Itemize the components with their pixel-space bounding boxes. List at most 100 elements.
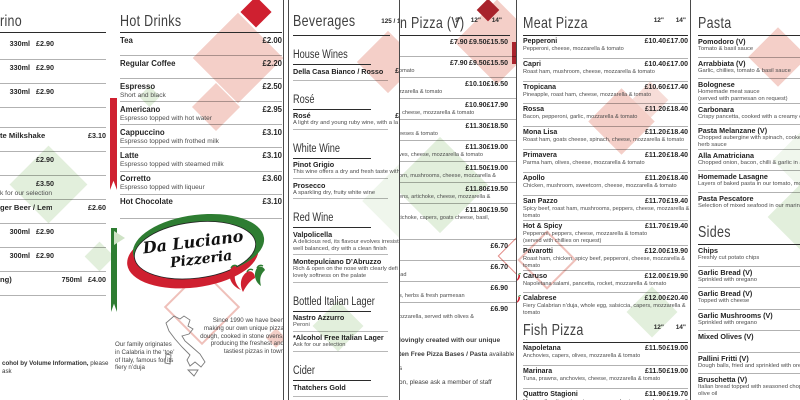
pizza-item-row: Primavera £11.20 £18.40 Parma ham, olive… bbox=[523, 148, 688, 172]
drink-row: te Milkshake £3.10 bbox=[0, 127, 106, 151]
green-ribbon-decoration bbox=[111, 228, 117, 312]
green-arrow-decoration bbox=[114, 231, 125, 245]
drink-row bbox=[0, 295, 106, 315]
panel-pasta-sides: Pasta Pomodoro (V) Tomato & basil sauce … bbox=[690, 0, 800, 400]
italy-map-icon bbox=[160, 314, 212, 380]
pizza-item-row: Pavarotti £12.00 £19.90 Roast ham, chick… bbox=[523, 244, 688, 270]
pizza-price-row: £7.90 £9.50 £15.50 omato bbox=[399, 56, 516, 77]
pizza-item-row: San Pazzo £11.70 £19.40 Spicy beef, roas… bbox=[523, 194, 689, 220]
hot-drink-row: Americano £2.95 Espresso topped with hot… bbox=[120, 101, 282, 124]
pizza-item-row: Pepperoni £10.40 £17.00 Pepperoni, chees… bbox=[523, 38, 688, 52]
alcohol-footnote: cohol by Volume Information, please ask bbox=[2, 360, 109, 375]
cider-section: Cider Thatchers Gold bbox=[293, 361, 399, 397]
beverage-item: Della Casa Bianco / Rosso £ bbox=[293, 65, 399, 81]
pasta-item-row: Homemade Lasagne Layers of baked pasta i… bbox=[698, 170, 800, 192]
chili-peppers-icon bbox=[229, 264, 265, 292]
pizza-price-row: £10.90 £17.90 , cheese, mozzarella & tom… bbox=[399, 98, 516, 119]
soft-drinks-column: rino 330ml £2.90 330ml £2.90 bbox=[0, 13, 106, 315]
pizzeria-logo: Da Luciano Pizzeria bbox=[120, 198, 275, 310]
wine-section: White Wine Pinot Grigio This wine offers… bbox=[293, 139, 399, 200]
extra-price-row: £6.90 ozzarella, served with olives & bbox=[399, 302, 516, 323]
pizza-item-row: Quattro Stagioni £11.90 £19.70 Mozzarell… bbox=[523, 387, 688, 400]
title-underline bbox=[293, 35, 390, 36]
story-text-left: Our family originates in Calabria in the… bbox=[115, 341, 175, 372]
section-title: Meat Pizza bbox=[523, 15, 588, 32]
hot-drink-row: Latte £3.10 Espresso topped with steamed… bbox=[120, 147, 282, 170]
pizza-item-row: Hot & Spicy £11.70 £19.40 Pepperoni, pep… bbox=[523, 219, 688, 245]
side-item-row: Garlic Bread (V) Topped with cheese bbox=[698, 287, 800, 309]
wine-section: House Wines Della Casa Bianco / Rosso £ bbox=[293, 45, 399, 81]
hot-drink-row: Tea £2.00 bbox=[120, 35, 282, 45]
hot-drink-row: Espresso £2.50 Short and black bbox=[120, 78, 282, 101]
svg-text:Pizzeria: Pizzeria bbox=[168, 248, 233, 272]
lager-section: Bottled Italian Lager Nastro Azzurro Per… bbox=[293, 292, 399, 353]
size-labels: 12" 14" bbox=[653, 17, 686, 24]
hot-drinks-column: Hot Drinks Tea £2.00 Regular Coffee £2.2… bbox=[120, 13, 282, 219]
story-text-right: Since 1990 we have been making our own u… bbox=[200, 317, 283, 356]
beverage-item: Pinot Grigio This wine offers a dry and … bbox=[293, 159, 399, 180]
title-underline bbox=[120, 32, 282, 33]
hot-drink-row: Hot Chocolate £3.10 bbox=[120, 193, 282, 217]
chili-icon bbox=[516, 272, 521, 281]
panel-drinks-and-brand: rino 330ml £2.90 330ml £2.90 bbox=[0, 0, 283, 400]
pizza-item-row: Tropicana £10.60 £17.40 Pineapple, roast… bbox=[523, 80, 688, 104]
fish-pizza-header: Fish Pizza 12" 14" bbox=[523, 320, 688, 344]
pasta-item-row: Bolognese Homemade meat sauce (served wi… bbox=[698, 78, 800, 103]
section-title: Pasta bbox=[698, 15, 732, 32]
red-ribbon-fragment bbox=[512, 42, 516, 64]
extras-section: £6.70 £6.70 lad £6.90 s, herbs & fresh p… bbox=[399, 239, 516, 323]
red-ribbon-decoration bbox=[110, 98, 117, 190]
page-edge-line bbox=[399, 0, 400, 400]
section-title-fragment: n Pizza (V) bbox=[400, 15, 465, 32]
page-edge-line bbox=[288, 0, 289, 400]
pizza-item-row: Apollo £11.20 £18.40 Chicken, mushroom, … bbox=[523, 171, 688, 195]
title-underline bbox=[0, 32, 106, 33]
pasta-column: Pasta Pomodoro (V) Tomato & basil sauce … bbox=[690, 0, 800, 398]
meat-pizza-header: Meat Pizza 12" 14" bbox=[523, 13, 688, 36]
wine-section: Rosé Rosé A light dry and young ruby win… bbox=[293, 90, 399, 130]
pizza-item-row: Napoletana £11.50 £19.00 Anchovies, cape… bbox=[523, 345, 688, 360]
column-title-fragment: rino bbox=[0, 13, 23, 30]
panel-beverages: Beverages 125 / 17 House Wines Della Cas… bbox=[288, 0, 399, 400]
side-item-row: Garlic Mushrooms (V) Sprinkled with oreg… bbox=[698, 308, 800, 331]
hot-drink-row: Corretto £3.60 Espresso topped with liqu… bbox=[120, 170, 282, 194]
section-title: Beverages bbox=[293, 13, 356, 30]
pizza-price-row: £11.50 £19.00 orn, mushrooms, cheese, mo… bbox=[399, 161, 516, 182]
drink-row: 300ml £2.90 bbox=[0, 247, 106, 271]
beverage-item: Nastro Azzurro Peroni bbox=[293, 312, 388, 332]
drink-row: 300ml £2.90 bbox=[0, 223, 106, 247]
drink-row: 330ml £2.90 bbox=[0, 59, 106, 83]
pizza-item-row: Rossa £11.20 £18.40 Bacon, pepperoni, ga… bbox=[523, 103, 688, 126]
side-item-row: Pallini Fritti (V) Dough balls, fried an… bbox=[698, 351, 800, 374]
panel-meat-fish-pizza: Meat Pizza 12" 14" Pepperoni bbox=[516, 0, 690, 400]
beverages-column: Beverages 125 / 17 House Wines Della Cas… bbox=[288, 0, 399, 397]
extra-price-row: £6.70 bbox=[490, 242, 508, 250]
drink-row bbox=[0, 107, 106, 127]
extra-price-row: £6.70 lad bbox=[399, 260, 516, 281]
hot-drink-row: Cappuccino £3.10 Espresso topped with fr… bbox=[120, 124, 282, 147]
pizza-item-row: Mona Lisa £11.20 £18.40 Roast ham, goats… bbox=[523, 126, 688, 149]
drink-row: 330ml £2.90 bbox=[0, 83, 106, 107]
footer-note-fragment: on, please ask a member of staff bbox=[399, 379, 492, 386]
section-title: Sides bbox=[698, 224, 731, 242]
footer-note-fragment: lovingly created with our unique bbox=[399, 337, 501, 344]
footer-note-fragment: ten Free Pizza Bases / Pasta available bbox=[399, 351, 515, 358]
side-item-row: Mixed Olives (V) bbox=[698, 330, 800, 352]
pasta-item-row: Pasta Melanzane (V) Chopped aubergine wi… bbox=[698, 124, 800, 149]
pizza-price-row: £11.30 £19.00 ves, cheese, mozzarella & … bbox=[399, 140, 516, 161]
pasta-header: Pasta bbox=[698, 13, 800, 36]
pizza-item-row: Caruso £12.00 £19.90 Napoletana salami, … bbox=[516, 269, 688, 293]
size-labels: 9" 12" 14" bbox=[455, 17, 502, 24]
pizza-price-row: £11.80 £19.50 tichoke, capers, goats che… bbox=[399, 203, 516, 224]
wine-section: Red Wine Valpolicella A delicious red, i… bbox=[293, 208, 399, 283]
pizza-price-row: £10.10 £16.50 zzarella & tomato bbox=[399, 77, 516, 98]
meat-pizza-column: Meat Pizza 12" 14" Pepperoni bbox=[516, 0, 690, 400]
fish-pizza-section: Fish Pizza 12" 14" Napoletana £11.50 bbox=[523, 320, 688, 400]
page-edge-line bbox=[516, 0, 517, 400]
side-item-row: Chips Freshly cut potato chips bbox=[698, 246, 760, 262]
section-title: Hot Drinks bbox=[120, 13, 182, 30]
hot-drink-row: Regular Coffee £2.20 bbox=[120, 55, 282, 78]
chili-icon bbox=[516, 295, 521, 304]
pasta-item-row: Carbonara Crispy pancetta, cooked with a… bbox=[698, 102, 800, 125]
